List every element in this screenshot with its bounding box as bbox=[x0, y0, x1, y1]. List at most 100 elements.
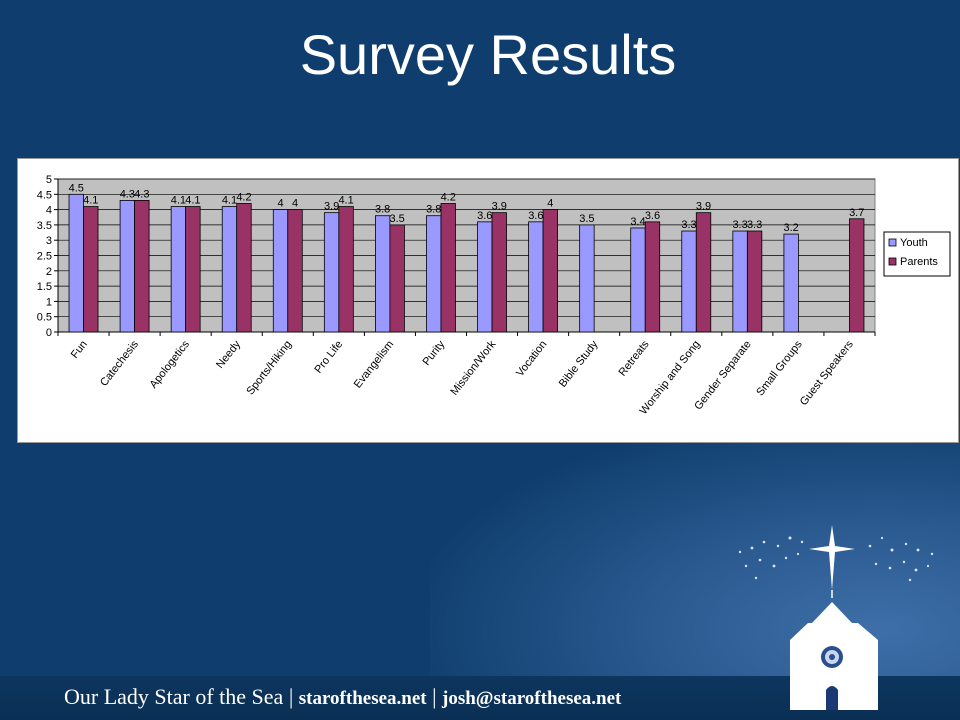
data-label-youth: 3.8 bbox=[426, 204, 441, 216]
x-tick-label: Sports/Hiking bbox=[244, 338, 294, 397]
bar-youth bbox=[783, 233, 799, 333]
y-tick-label: 4.5 bbox=[37, 189, 52, 201]
church-star-logo bbox=[738, 525, 934, 710]
data-label-parents: 3.9 bbox=[492, 201, 507, 213]
data-label-youth: 4 bbox=[277, 198, 283, 210]
y-tick-label: 1 bbox=[46, 296, 52, 308]
x-tick-label: Small Groups bbox=[754, 338, 805, 398]
bar-parents bbox=[287, 209, 303, 333]
x-tick-label: Evangelism bbox=[352, 338, 396, 390]
bar-parents bbox=[389, 224, 405, 333]
x-tick-label: Fun bbox=[69, 338, 90, 360]
bar-parents bbox=[746, 230, 763, 333]
data-label-parents: 4.1 bbox=[338, 195, 353, 207]
church-icon bbox=[790, 602, 878, 710]
star-field bbox=[738, 536, 934, 582]
legend-swatch bbox=[888, 257, 897, 266]
data-label-parents: 3.5 bbox=[390, 213, 405, 225]
data-label-parents: 3.9 bbox=[696, 201, 711, 213]
bar-parents bbox=[644, 221, 661, 333]
data-label-youth: 3.4 bbox=[630, 216, 645, 228]
y-tick-label: 0.5 bbox=[37, 312, 52, 324]
data-label-parents: 4.1 bbox=[83, 195, 98, 207]
slide-title: Survey Results bbox=[299, 23, 677, 86]
data-label-parents: 4 bbox=[547, 198, 553, 210]
data-label-youth: 4.3 bbox=[120, 188, 135, 200]
data-label-parents: 4.1 bbox=[185, 195, 200, 207]
bar-youth bbox=[221, 206, 238, 333]
data-label-youth: 3.6 bbox=[477, 210, 492, 222]
y-tick-label: 5 bbox=[46, 174, 52, 186]
bar-youth bbox=[323, 212, 340, 333]
bar-youth bbox=[528, 221, 544, 333]
data-label-parents: 3.3 bbox=[747, 219, 762, 231]
data-label-youth: 3.3 bbox=[732, 219, 747, 231]
bar-youth bbox=[170, 206, 187, 333]
legend-label: Parents bbox=[900, 256, 938, 268]
bar-youth bbox=[630, 227, 646, 333]
footer: Our Lady Star of the Sea | starofthesea.… bbox=[64, 684, 621, 710]
bar-parents bbox=[440, 203, 456, 333]
bar-parents bbox=[491, 212, 507, 333]
x-tick-label: Gender Separate bbox=[692, 338, 753, 412]
data-label-youth: 3.5 bbox=[579, 213, 594, 225]
data-label-parents: 3.7 bbox=[849, 207, 864, 219]
x-tick-label: Vocation bbox=[514, 338, 549, 379]
data-label-parents: 4.2 bbox=[236, 191, 251, 203]
bar-parents bbox=[83, 206, 99, 333]
x-tick-label: Retreats bbox=[617, 338, 652, 379]
bar-youth bbox=[68, 193, 84, 333]
y-tick-label: 0 bbox=[46, 327, 52, 339]
bar-youth bbox=[426, 215, 442, 333]
data-label-youth: 4.5 bbox=[69, 182, 84, 194]
y-tick-label: 3.5 bbox=[37, 220, 52, 232]
bar-youth bbox=[272, 209, 289, 333]
data-label-youth: 3.8 bbox=[375, 204, 390, 216]
bar-parents bbox=[185, 206, 201, 333]
x-tick-label: Guest Speakers bbox=[798, 338, 856, 408]
data-label-youth: 3.2 bbox=[784, 222, 799, 234]
bar-parents bbox=[134, 200, 150, 333]
footer-parish: Our Lady Star of the Sea bbox=[64, 684, 284, 709]
y-tick-label: 4 bbox=[46, 205, 52, 217]
x-tick-label: Needy bbox=[214, 338, 243, 371]
bar-parents bbox=[542, 209, 558, 333]
bar-youth bbox=[681, 230, 697, 333]
x-tick-label: Purity bbox=[421, 338, 448, 368]
data-label-parents: 4.3 bbox=[134, 188, 149, 200]
footer-website: starofthesea.net bbox=[298, 688, 427, 709]
survey-chart: 0 0.5 1 1.5 2 2.5 3 3.5 4 4.5 5 Fun 4.5 4.1 Catechesis… bbox=[17, 158, 959, 443]
data-label-youth: 4.1 bbox=[171, 195, 186, 207]
x-tick-label: Apologetics bbox=[148, 338, 193, 391]
bar-youth bbox=[732, 230, 748, 333]
data-label-youth: 3.3 bbox=[681, 219, 696, 231]
guiding-star-icon bbox=[809, 525, 855, 598]
bar-youth bbox=[477, 221, 493, 333]
bar-parents bbox=[695, 212, 712, 333]
x-tick-label: Bible Study bbox=[557, 338, 601, 390]
y-tick-label: 2 bbox=[46, 266, 52, 278]
y-tick-label: 1.5 bbox=[37, 281, 52, 293]
bar-parents bbox=[236, 203, 252, 333]
footer-separator-1: | bbox=[288, 684, 294, 709]
y-tick-label: 3 bbox=[46, 235, 52, 247]
data-label-parents: 4.2 bbox=[441, 191, 456, 203]
chart-svg: 00.511.522.533.544.55Fun4.54.1Catechesis… bbox=[37, 174, 951, 417]
data-label-youth: 4.1 bbox=[222, 195, 237, 207]
bar-parents bbox=[338, 206, 354, 333]
x-tick-label: Pro Life bbox=[312, 338, 345, 375]
data-label-parents: 3.6 bbox=[645, 210, 660, 222]
x-tick-label: Catechesis bbox=[98, 338, 141, 389]
legend-label: Youth bbox=[900, 237, 928, 249]
data-label-youth: 3.6 bbox=[528, 210, 543, 222]
bar-youth bbox=[375, 215, 391, 333]
y-tick-label: 2.5 bbox=[37, 251, 52, 263]
bar-parents bbox=[849, 218, 865, 333]
data-label-youth: 3.9 bbox=[324, 201, 339, 213]
data-label-parents: 4 bbox=[292, 198, 298, 210]
footer-email: josh@starofthesea.net bbox=[442, 688, 622, 709]
x-tick-label: Mission/Work bbox=[448, 338, 498, 398]
bar-youth bbox=[579, 224, 595, 333]
bar-youth bbox=[119, 200, 135, 333]
footer-separator-2: | bbox=[432, 684, 437, 709]
